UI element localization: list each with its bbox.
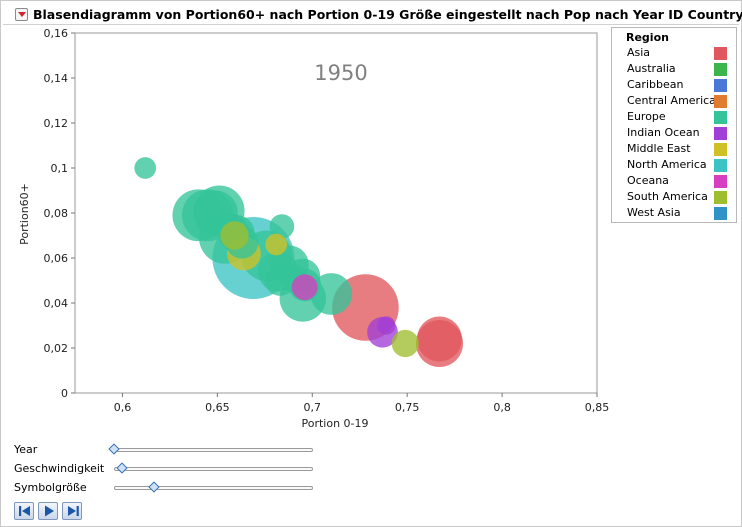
legend-item-label: West Asia: [627, 206, 681, 219]
slider-thumb[interactable]: [148, 481, 160, 493]
bubble[interactable]: [134, 157, 157, 179]
legend-item-label: Oceana: [627, 174, 669, 187]
title-bar: Blasendiagramm von Portion60+ nach Porti…: [3, 4, 742, 25]
slider-label: Symbolgröße: [14, 481, 87, 494]
bubble[interactable]: [377, 316, 396, 335]
slider-row: Year: [14, 443, 324, 459]
legend-swatch: [714, 63, 727, 76]
legend-title: Region: [626, 31, 669, 44]
y-tick-label: 0,1: [51, 162, 69, 175]
y-tick-label: 0,02: [44, 342, 69, 355]
legend-item-label: Asia: [627, 46, 651, 59]
legend-swatch: [714, 95, 727, 108]
plot-frame: [74, 32, 598, 394]
y-axis-label[interactable]: Portion60+: [18, 183, 31, 245]
legend-item-label: South America: [627, 190, 708, 203]
legend-swatch: [714, 127, 727, 140]
legend-item[interactable]: Indian Ocean: [626, 126, 736, 142]
legend-item-label: North America: [627, 158, 707, 171]
legend-swatch: [714, 143, 727, 156]
legend-swatch: [714, 111, 727, 124]
x-tick-label: 0,65: [205, 401, 230, 414]
x-tick-label: 0,75: [395, 401, 420, 414]
red-triangle-icon: [18, 12, 26, 17]
slider-row: Symbolgröße: [14, 481, 324, 497]
legend-swatch: [714, 207, 727, 220]
legend-swatch: [714, 47, 727, 60]
legend-swatch: [714, 79, 727, 92]
x-tick-label: 0,8: [493, 401, 511, 414]
slider-label: Year: [14, 443, 38, 456]
legend-item[interactable]: Asia: [626, 46, 736, 62]
legend-item[interactable]: Oceana: [626, 174, 736, 190]
y-tick-label: 0,16: [44, 27, 69, 40]
bubble[interactable]: [391, 329, 419, 358]
year-annotation: 1950: [314, 61, 367, 85]
bubble[interactable]: [220, 221, 249, 250]
step-forward-button[interactable]: [62, 502, 82, 520]
y-tick-label: 0,12: [44, 117, 69, 130]
legend-swatch: [714, 159, 727, 172]
step-back-button[interactable]: [14, 502, 34, 520]
disclosure-menu-button[interactable]: [15, 8, 28, 21]
legend-item[interactable]: West Asia: [626, 206, 736, 222]
legend-item-label: Australia: [627, 62, 676, 75]
y-tick-label: 0,08: [44, 207, 69, 220]
y-tick-label: 0: [61, 387, 68, 400]
x-tick-label: 0,6: [114, 401, 132, 414]
legend-swatch: [714, 191, 727, 204]
legend-item[interactable]: North America: [626, 158, 736, 174]
legend-item-label: Europe: [627, 110, 666, 123]
slider-track[interactable]: [114, 467, 313, 471]
legend: Region Asia Australia Caribbean Central Ame…: [611, 27, 737, 223]
slider-label: Geschwindigkeit: [14, 462, 105, 475]
legend-item[interactable]: Middle East: [626, 142, 736, 158]
bubbles: [134, 157, 464, 368]
axes: 0,6 0,65 0,7 0,75 0,8 0,85 0 0,02 0,04 0,06 0,08 0,…: [44, 27, 610, 414]
x-tick-label: 0,7: [304, 401, 322, 414]
slider-thumb[interactable]: [116, 462, 128, 474]
bubble[interactable]: [269, 214, 295, 239]
legend-item-label: Middle East: [627, 142, 691, 155]
bubble[interactable]: [265, 233, 288, 256]
legend-item[interactable]: Australia: [626, 62, 736, 78]
legend-item[interactable]: Central America: [626, 94, 736, 110]
y-tick-label: 0,04: [44, 297, 69, 310]
play-button[interactable]: [38, 502, 58, 520]
bubble[interactable]: [416, 316, 462, 362]
play-icon: [45, 505, 54, 517]
legend-item-label: Caribbean: [627, 78, 684, 91]
legend-item[interactable]: Caribbean: [626, 78, 736, 94]
x-tick-label: 0,85: [585, 401, 610, 414]
step-back-icon: [19, 506, 30, 516]
slider-track[interactable]: [114, 448, 313, 452]
y-tick-label: 0,06: [44, 252, 69, 265]
bubble[interactable]: [291, 274, 318, 301]
slider-thumb[interactable]: [108, 443, 120, 455]
y-tick-label: 0,14: [44, 72, 69, 85]
legend-item-label: Indian Ocean: [627, 126, 700, 139]
legend-item[interactable]: Europe: [626, 110, 736, 126]
step-forward-icon: [68, 506, 79, 516]
legend-item[interactable]: South America: [626, 190, 736, 206]
legend-swatch: [714, 175, 727, 188]
report-title: Blasendiagramm von Portion60+ nach Porti…: [33, 7, 742, 22]
x-axis-label[interactable]: Portion 0-19: [301, 417, 368, 430]
slider-track[interactable]: [114, 486, 313, 490]
legend-item-label: Central America: [627, 94, 716, 107]
slider-row: Geschwindigkeit: [14, 462, 324, 478]
